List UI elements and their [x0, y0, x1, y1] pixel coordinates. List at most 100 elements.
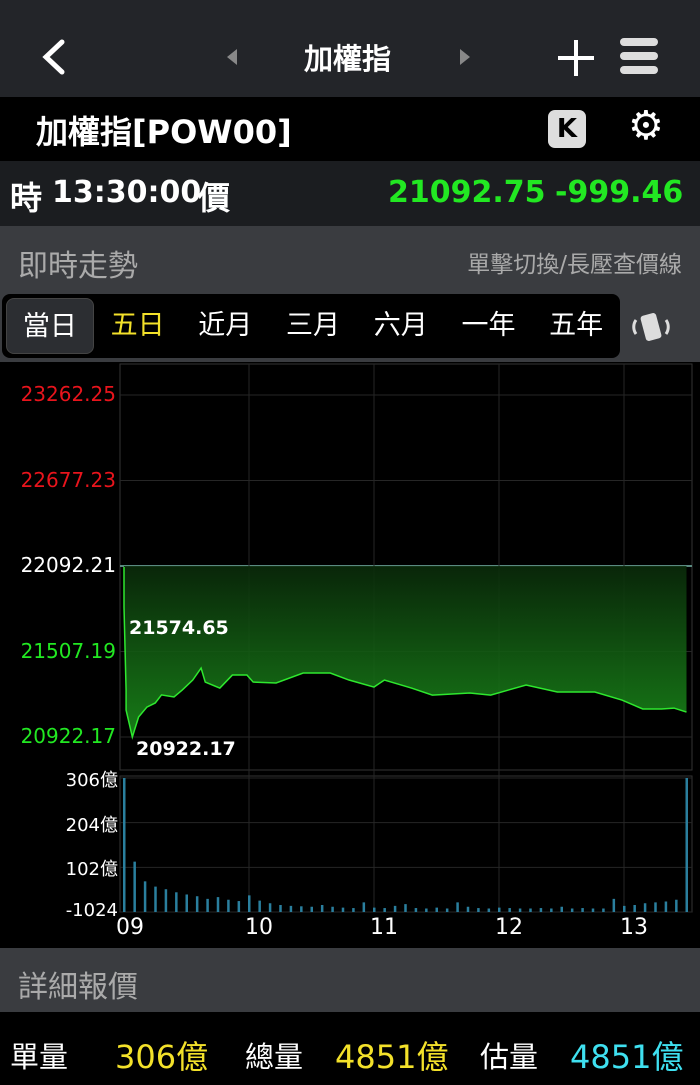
volume-bar — [529, 908, 532, 912]
section-hint: 單擊切換/長壓查價線 — [467, 252, 682, 278]
volume-bar — [383, 908, 386, 912]
volume-bar — [612, 898, 616, 912]
volume-bar — [623, 905, 626, 912]
single-volume-value: 306億 — [115, 1038, 209, 1076]
volume-bar — [237, 901, 241, 912]
time-axis-label: 13 — [620, 915, 648, 940]
chevron-left-icon[interactable] — [40, 38, 68, 76]
volume-bar — [518, 908, 522, 912]
volume-bar — [654, 902, 657, 912]
price-label: 價 — [198, 179, 231, 217]
high-annotation: 21574.65 — [129, 617, 229, 639]
volume-bar — [185, 894, 188, 912]
volume-bar — [685, 778, 688, 912]
volume-bar — [216, 897, 220, 912]
last-price: 21092.75 — [388, 175, 546, 210]
price-change: -999.46 — [555, 175, 684, 210]
stock-title-bar: 加權指[POW00] K ⚙ — [0, 97, 700, 161]
volume-bar — [268, 903, 272, 912]
quote-bar: 時 13:30:00 價 21092.75 -999.46 — [0, 161, 700, 226]
total-volume-value: 4851億 — [335, 1038, 449, 1076]
single-volume-label: 單量 — [10, 1040, 69, 1074]
tab-month[interactable]: 近月 — [198, 310, 253, 341]
price-axis-label: 20922.17 — [20, 724, 116, 748]
volume-bar — [373, 907, 376, 912]
volume-bar — [206, 898, 209, 912]
detail-title: 詳細報價 — [18, 970, 138, 1005]
volume-bar — [227, 899, 230, 912]
volume-axis-label: 102億 — [65, 859, 118, 881]
time-axis-label: 10 — [245, 915, 273, 940]
price-axis-label: 23262.25 — [20, 382, 116, 406]
section-header: 即時走勢 單擊切換/長壓查價線 — [0, 226, 700, 290]
estimated-volume-value: 4851億 — [570, 1038, 684, 1076]
volume-bar — [456, 902, 459, 912]
volume-bar — [320, 904, 324, 912]
tab-one-year[interactable]: 一年 — [461, 310, 516, 341]
price-line — [123, 567, 687, 740]
volume-summary: 單量 306億 總量 4851億 估量 4851億 — [0, 1012, 700, 1085]
tab-five-years[interactable]: 五年 — [549, 310, 604, 341]
gear-icon[interactable]: ⚙ — [628, 103, 664, 149]
volume-bar — [331, 906, 334, 912]
volume-bar — [643, 903, 647, 912]
volume-axis-label: -1024 — [65, 900, 118, 921]
volume-bar — [425, 908, 428, 912]
price-area — [124, 566, 687, 738]
plus-icon[interactable] — [558, 40, 594, 76]
tab-five-days[interactable]: 五日 — [110, 310, 165, 341]
volume-bar — [279, 904, 282, 912]
previous-arrow-icon[interactable] — [227, 49, 239, 65]
volume-bar — [164, 889, 168, 912]
volume-bar — [362, 902, 366, 912]
volume-bar — [195, 896, 199, 912]
quote-time: 13:30:00 — [52, 175, 202, 210]
volume-bar — [445, 908, 449, 912]
volume-bar — [300, 906, 303, 912]
volume-axis-label: 306億 — [65, 770, 118, 791]
low-annotation: 20922.17 — [136, 738, 236, 760]
volume-bar — [435, 907, 438, 912]
volume-bar — [175, 892, 178, 912]
volume-bar — [289, 905, 293, 912]
header-title: 加權指 — [303, 42, 391, 76]
volume-bar — [560, 906, 563, 912]
intraday-chart[interactable] — [0, 362, 700, 948]
tab-today[interactable]: 當日 — [6, 298, 94, 354]
next-arrow-icon[interactable] — [460, 49, 472, 65]
volume-bar — [675, 899, 678, 912]
volume-panel-frame — [119, 775, 693, 913]
tab-six-months[interactable]: 六月 — [373, 310, 428, 341]
k-chart-button[interactable]: K — [548, 110, 586, 148]
volume-bar — [633, 904, 636, 912]
volume-bar — [508, 908, 511, 912]
volume-bar — [602, 908, 605, 912]
price-axis-label: 22677.23 — [20, 467, 116, 492]
volume-bar — [404, 904, 407, 912]
price-axis-label: 22092.21 — [20, 553, 116, 577]
time-axis-label: 09 — [116, 915, 144, 940]
volume-bar — [133, 861, 136, 912]
volume-bar — [341, 907, 345, 912]
volume-bar — [477, 908, 480, 912]
volume-bar — [570, 908, 574, 912]
volume-bar — [154, 886, 157, 912]
volume-bar — [248, 895, 251, 912]
time-label: 時 — [10, 179, 43, 217]
time-axis-label: 12 — [495, 915, 523, 940]
volume-axis-label: 204億 — [65, 814, 118, 836]
rotate-phone-icon[interactable] — [630, 312, 672, 342]
volume-bar — [466, 906, 470, 912]
tab-three-months[interactable]: 三月 — [286, 310, 341, 341]
detail-quote-header[interactable]: 詳細報價 — [0, 948, 700, 1012]
period-tabs: 當日 五日 近月 三月 六月 一年 五年 — [2, 294, 620, 358]
hamburger-icon[interactable] — [620, 38, 658, 74]
volume-bar — [539, 908, 543, 912]
time-axis-label: 11 — [370, 915, 398, 940]
volume-bar — [581, 908, 584, 912]
total-volume-label: 總量 — [245, 1040, 304, 1074]
volume-bar — [258, 900, 261, 912]
volume-bar — [487, 908, 491, 912]
volume-bar — [310, 906, 313, 912]
price-axis-label: 21507.19 — [20, 638, 116, 663]
